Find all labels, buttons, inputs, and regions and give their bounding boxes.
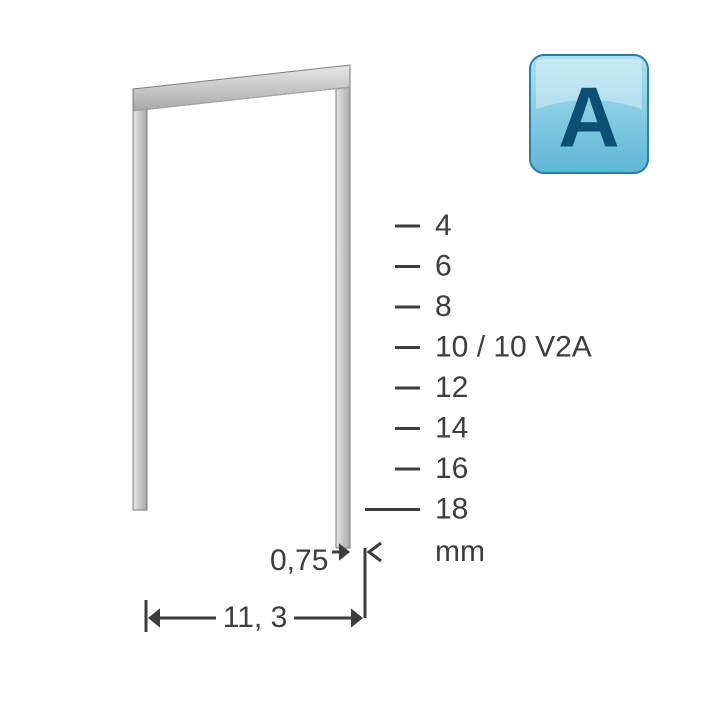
- width-label: 11, 3: [223, 601, 288, 634]
- size-label: 10 / 10 V2A: [435, 330, 592, 363]
- size-label: 6: [435, 249, 452, 282]
- thickness-label: 0,75: [270, 544, 328, 577]
- staple-right-leg: [336, 87, 350, 548]
- arrow-head: [351, 608, 363, 627]
- thickness-arrow-left: [369, 543, 381, 561]
- size-label: 18: [435, 492, 468, 525]
- size-label: 14: [435, 411, 468, 444]
- unit-label: mm: [435, 535, 485, 568]
- size-label: 4: [435, 209, 452, 242]
- staple-crown: [133, 65, 350, 111]
- size-label: 16: [435, 452, 468, 485]
- size-label: 8: [435, 290, 452, 323]
- type-badge-letter: A: [558, 71, 619, 166]
- size-label: 12: [435, 371, 468, 404]
- arrow-head: [148, 608, 160, 627]
- staple-left-leg: [133, 109, 147, 510]
